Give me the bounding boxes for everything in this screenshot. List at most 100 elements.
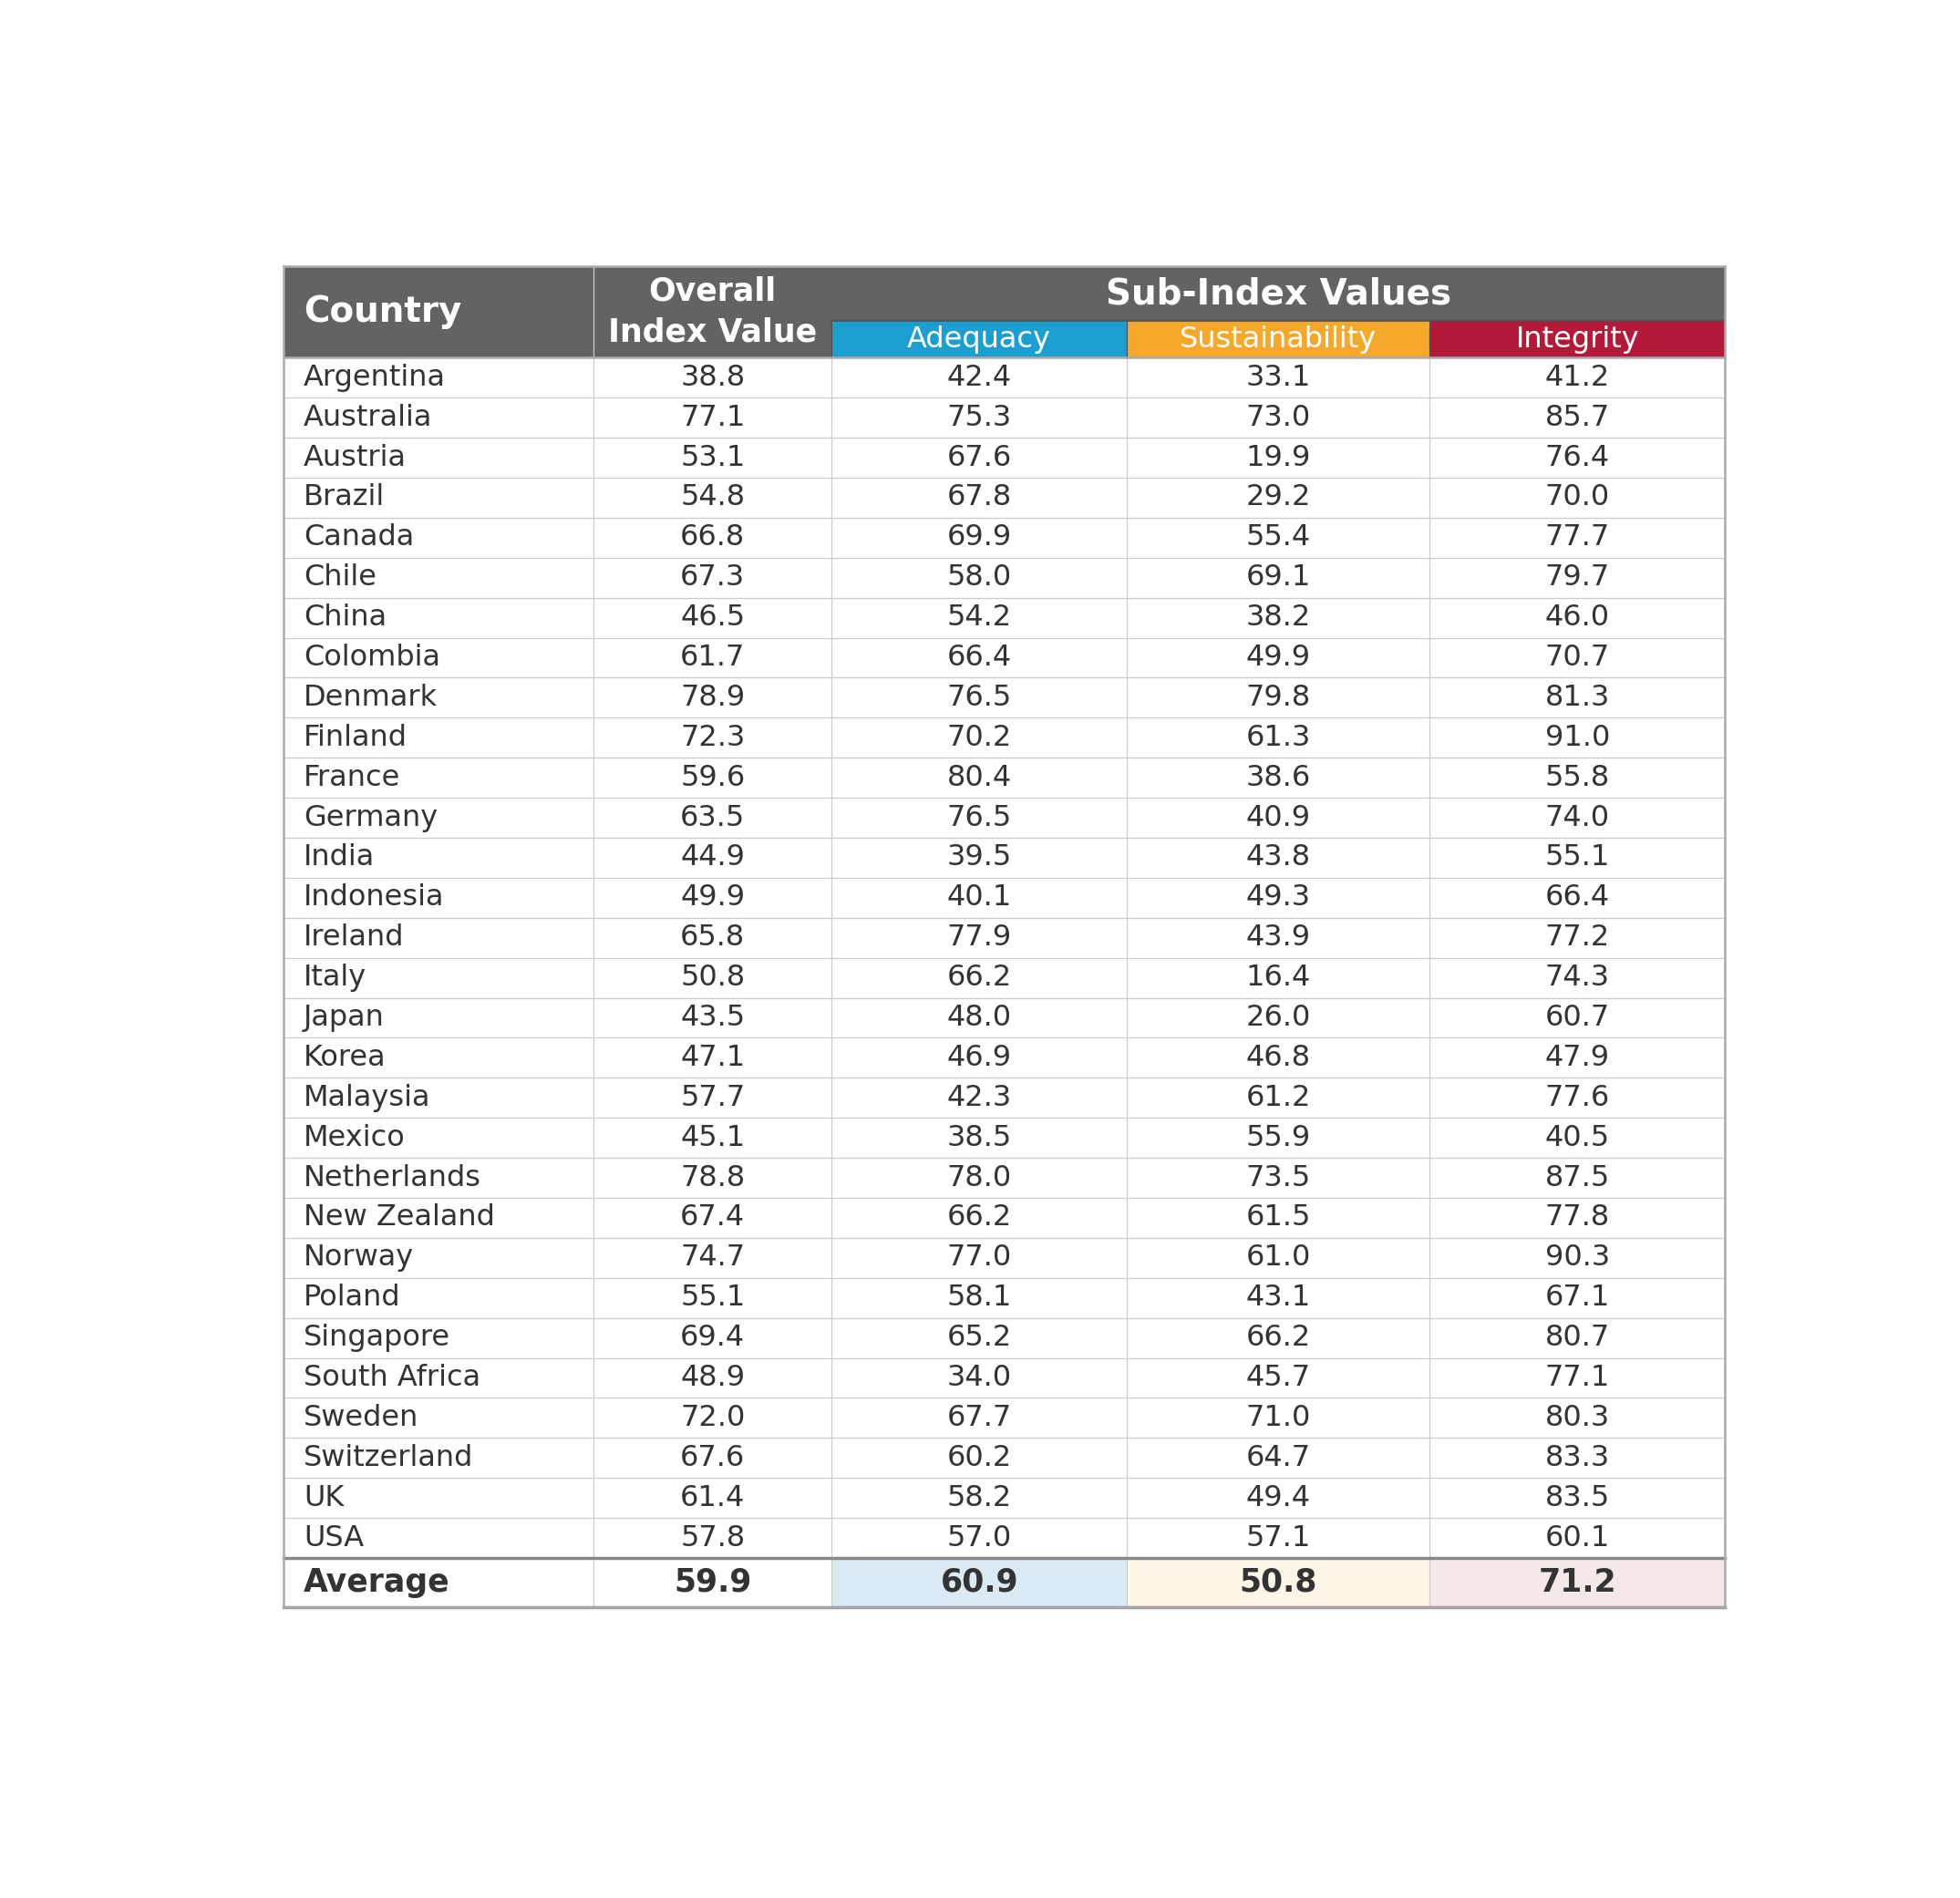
Bar: [284, 678, 1725, 717]
Text: 60.1: 60.1: [1544, 1524, 1609, 1553]
Bar: [284, 1237, 1725, 1277]
Text: 69.9: 69.9: [947, 524, 1011, 552]
Text: India: India: [304, 843, 374, 871]
Text: 67.6: 67.6: [680, 1444, 745, 1473]
Text: 74.7: 74.7: [680, 1243, 745, 1272]
Bar: [284, 598, 1725, 638]
Text: 61.3: 61.3: [1247, 723, 1311, 752]
Text: 60.2: 60.2: [947, 1444, 1011, 1473]
Text: 77.8: 77.8: [1544, 1203, 1609, 1232]
Text: UK: UK: [304, 1484, 345, 1513]
Text: 55.9: 55.9: [1247, 1124, 1311, 1152]
Text: Finland: Finland: [304, 723, 408, 752]
Text: 83.3: 83.3: [1544, 1444, 1609, 1473]
Bar: [284, 717, 1725, 757]
Text: 67.1: 67.1: [1544, 1283, 1609, 1312]
Text: 58.0: 58.0: [947, 564, 1011, 592]
Text: 73.0: 73.0: [1247, 404, 1311, 431]
Text: 77.1: 77.1: [680, 404, 745, 431]
Text: 66.4: 66.4: [1544, 884, 1609, 911]
Text: 67.3: 67.3: [680, 564, 745, 592]
Text: 45.1: 45.1: [680, 1124, 745, 1152]
Text: Italy: Italy: [304, 964, 367, 993]
Text: 57.1: 57.1: [1247, 1524, 1311, 1553]
Text: 53.1: 53.1: [680, 444, 745, 473]
Text: 78.0: 78.0: [947, 1163, 1011, 1192]
Bar: [1127, 1558, 1429, 1608]
Text: 66.2: 66.2: [947, 1203, 1011, 1232]
Text: 67.6: 67.6: [947, 444, 1011, 473]
Text: 80.4: 80.4: [947, 763, 1011, 791]
Bar: [284, 518, 1725, 558]
Text: 26.0: 26.0: [1247, 1004, 1311, 1033]
Bar: [284, 478, 1725, 518]
Bar: [284, 837, 1725, 877]
Bar: [284, 321, 831, 357]
Text: Poland: Poland: [304, 1283, 402, 1312]
Text: 43.1: 43.1: [1247, 1283, 1311, 1312]
Text: New Zealand: New Zealand: [304, 1203, 496, 1232]
Bar: [1429, 1558, 1725, 1608]
Text: 48.0: 48.0: [947, 1004, 1011, 1033]
Text: 85.7: 85.7: [1544, 404, 1609, 431]
Text: 59.9: 59.9: [674, 1568, 751, 1598]
Text: 65.2: 65.2: [947, 1323, 1011, 1351]
Text: 66.4: 66.4: [947, 643, 1011, 672]
Text: 77.9: 77.9: [947, 924, 1011, 953]
Text: 76.5: 76.5: [947, 803, 1011, 831]
Text: 47.9: 47.9: [1544, 1044, 1609, 1072]
Bar: [594, 1558, 831, 1608]
Bar: [1127, 321, 1429, 357]
Text: 67.4: 67.4: [680, 1203, 745, 1232]
Text: Argentina: Argentina: [304, 364, 445, 391]
Text: Sweden: Sweden: [304, 1405, 419, 1433]
Text: 29.2: 29.2: [1247, 484, 1311, 512]
Text: 78.8: 78.8: [680, 1163, 745, 1192]
Bar: [284, 1317, 1725, 1357]
Text: 57.0: 57.0: [947, 1524, 1011, 1553]
Text: 60.7: 60.7: [1544, 1004, 1609, 1033]
Text: 72.0: 72.0: [680, 1405, 745, 1433]
Text: 50.8: 50.8: [1239, 1568, 1317, 1598]
Bar: [284, 1357, 1725, 1399]
Bar: [284, 399, 1725, 438]
Text: Denmark: Denmark: [304, 683, 437, 712]
Text: 77.0: 77.0: [947, 1243, 1011, 1272]
Text: Colombia: Colombia: [304, 643, 441, 672]
Text: 69.4: 69.4: [680, 1323, 745, 1351]
Text: 73.5: 73.5: [1247, 1163, 1311, 1192]
Text: 42.3: 42.3: [947, 1084, 1011, 1112]
Text: 58.2: 58.2: [947, 1484, 1011, 1513]
Text: 71.0: 71.0: [1247, 1405, 1311, 1433]
Text: 16.4: 16.4: [1247, 964, 1311, 993]
Text: 77.6: 77.6: [1544, 1084, 1609, 1112]
Text: USA: USA: [304, 1524, 365, 1553]
Text: 70.0: 70.0: [1544, 484, 1609, 512]
Text: 72.3: 72.3: [680, 723, 745, 752]
Text: 48.9: 48.9: [680, 1365, 745, 1391]
Text: 57.8: 57.8: [680, 1524, 745, 1553]
Bar: [284, 1439, 1725, 1479]
Text: 61.5: 61.5: [1247, 1203, 1311, 1232]
Text: Korea: Korea: [304, 1044, 386, 1072]
Text: Adequacy: Adequacy: [907, 325, 1051, 353]
Text: 63.5: 63.5: [680, 803, 745, 831]
Text: 40.1: 40.1: [947, 884, 1011, 911]
Bar: [284, 438, 1725, 478]
Text: Netherlands: Netherlands: [304, 1163, 482, 1192]
Bar: [831, 321, 1127, 357]
Text: 19.9: 19.9: [1247, 444, 1311, 473]
Text: Country: Country: [304, 294, 463, 330]
Text: Mexico: Mexico: [304, 1124, 406, 1152]
Text: 44.9: 44.9: [680, 843, 745, 871]
Text: 49.4: 49.4: [1247, 1484, 1311, 1513]
Text: 40.9: 40.9: [1247, 803, 1311, 831]
Bar: [284, 998, 1725, 1038]
Text: 59.6: 59.6: [680, 763, 745, 791]
Text: 42.4: 42.4: [947, 364, 1011, 391]
Text: France: France: [304, 763, 400, 791]
Text: Malaysia: Malaysia: [304, 1084, 431, 1112]
Text: 66.8: 66.8: [680, 524, 745, 552]
Text: 75.3: 75.3: [947, 404, 1011, 431]
Text: Singapore: Singapore: [304, 1323, 451, 1351]
